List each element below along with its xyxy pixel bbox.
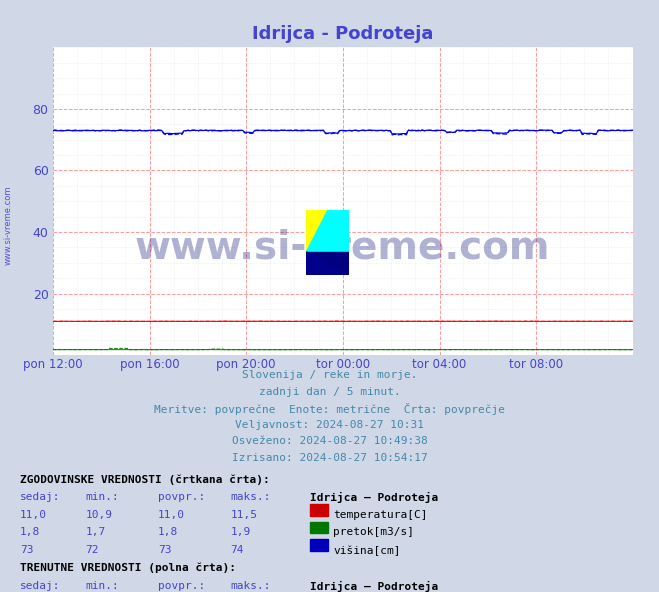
Text: Meritve: povprečne  Enote: metrične  Črta: povprečje: Meritve: povprečne Enote: metrične Črta:… <box>154 403 505 415</box>
Text: povpr.:: povpr.: <box>158 492 206 502</box>
Text: 72: 72 <box>86 545 99 555</box>
Text: 1,8: 1,8 <box>158 527 179 538</box>
Text: Izrisano: 2024-08-27 10:54:17: Izrisano: 2024-08-27 10:54:17 <box>231 453 428 463</box>
Text: 1,9: 1,9 <box>231 527 251 538</box>
Text: Veljavnost: 2024-08-27 10:31: Veljavnost: 2024-08-27 10:31 <box>235 420 424 430</box>
Text: 11,0: 11,0 <box>158 510 185 520</box>
Text: zadnji dan / 5 minut.: zadnji dan / 5 minut. <box>258 387 401 397</box>
Text: 1,7: 1,7 <box>86 527 106 538</box>
Text: 73: 73 <box>158 545 171 555</box>
Title: Idrijca - Podroteja: Idrijca - Podroteja <box>252 25 434 43</box>
Text: povpr.:: povpr.: <box>158 581 206 591</box>
Text: Idrijca – Podroteja: Idrijca – Podroteja <box>310 581 438 592</box>
Text: 74: 74 <box>231 545 244 555</box>
Text: min.:: min.: <box>86 492 119 502</box>
Text: 11,5: 11,5 <box>231 510 258 520</box>
Text: 1,8: 1,8 <box>20 527 40 538</box>
Text: 73: 73 <box>20 545 33 555</box>
Text: sedaj:: sedaj: <box>20 492 60 502</box>
Text: Slovenija / reke in morje.: Slovenija / reke in morje. <box>242 370 417 380</box>
Text: pretok[m3/s]: pretok[m3/s] <box>333 527 415 538</box>
Polygon shape <box>306 210 349 252</box>
Text: TRENUTNE VREDNOSTI (polna črta):: TRENUTNE VREDNOSTI (polna črta): <box>20 563 236 574</box>
Text: 11,0: 11,0 <box>20 510 47 520</box>
Text: temperatura[C]: temperatura[C] <box>333 510 428 520</box>
Text: 10,9: 10,9 <box>86 510 113 520</box>
Text: ZGODOVINSKE VREDNOSTI (črtkana črta):: ZGODOVINSKE VREDNOSTI (črtkana črta): <box>20 474 270 485</box>
Polygon shape <box>306 210 328 252</box>
Text: Idrijca – Podroteja: Idrijca – Podroteja <box>310 492 438 503</box>
Text: min.:: min.: <box>86 581 119 591</box>
Text: www.si-vreme.com: www.si-vreme.com <box>135 229 550 266</box>
Text: sedaj:: sedaj: <box>20 581 60 591</box>
Text: www.si-vreme.com: www.si-vreme.com <box>3 185 13 265</box>
Text: Osveženo: 2024-08-27 10:49:38: Osveženo: 2024-08-27 10:49:38 <box>231 436 428 446</box>
Text: maks.:: maks.: <box>231 492 271 502</box>
Polygon shape <box>306 252 349 275</box>
Text: maks.:: maks.: <box>231 581 271 591</box>
Text: višina[cm]: višina[cm] <box>333 545 401 556</box>
Polygon shape <box>306 252 349 275</box>
